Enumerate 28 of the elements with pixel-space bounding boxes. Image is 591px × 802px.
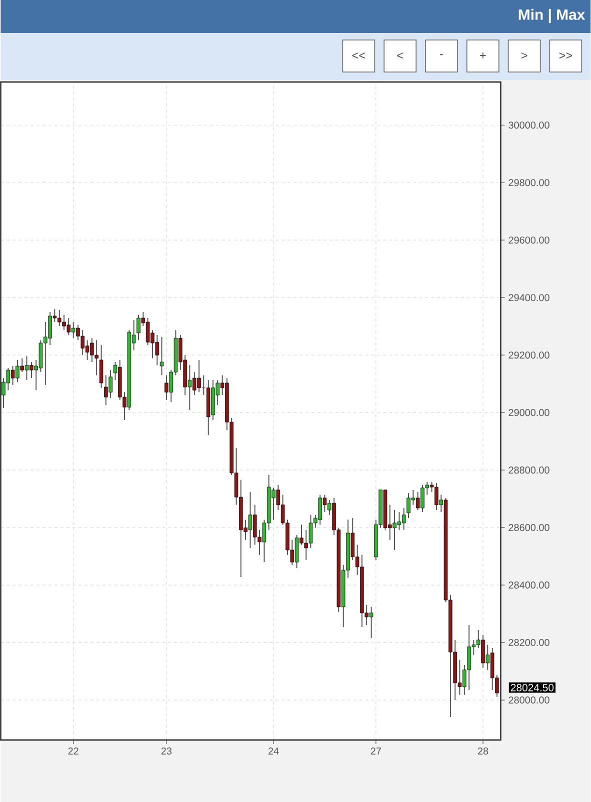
x-tick-label: 24 [268, 748, 279, 754]
y-tick-label: 28600.00 [508, 524, 550, 532]
x-tick-label: 23 [162, 748, 172, 755]
candlestick [100, 344, 104, 388]
y-tick-label: 28800.00 [508, 466, 550, 474]
text: Min | Max [519, 8, 586, 24]
y-tick-label: 29200.00 [508, 352, 550, 359]
candlestick [160, 336, 164, 376]
text: >> [559, 52, 572, 59]
text: > [522, 52, 528, 59]
text: 28024.50 [511, 684, 554, 692]
x-tick-label: 27 [371, 748, 382, 754]
x-tick-label: 28 [478, 748, 488, 755]
y-tick-label: 28200.00 [508, 639, 550, 646]
x-tick-label: 22 [68, 748, 79, 754]
y-tick-label: 30000.00 [508, 122, 550, 129]
text: + [480, 52, 486, 58]
y-tick-label: 28400.00 [508, 582, 550, 589]
y-tick-label: 29800.00 [508, 179, 550, 186]
y-tick-label: 29400.00 [508, 294, 550, 302]
candlestick [136, 314, 141, 341]
text: - [440, 54, 444, 56]
candlestick [406, 492, 411, 519]
text: << [352, 52, 366, 59]
y-tick-label: 28000.00 [508, 696, 550, 704]
text: < [397, 52, 404, 59]
y-tick-label: 29600.00 [508, 236, 550, 244]
y-tick-label: 29000.00 [508, 409, 550, 416]
